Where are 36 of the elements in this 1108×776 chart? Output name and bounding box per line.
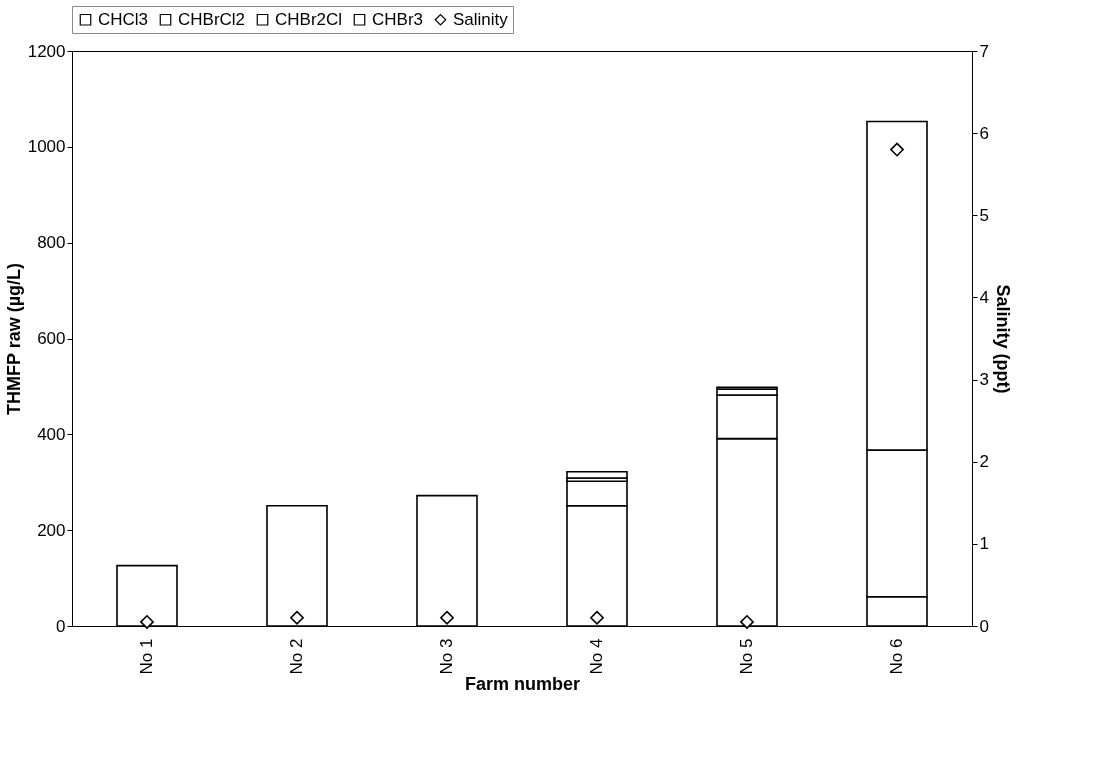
- y-tick-label: 600: [37, 329, 66, 348]
- y-tick-label: 200: [37, 520, 66, 540]
- point: [140, 614, 154, 629]
- x-tick-label: No 5: [737, 638, 756, 675]
- y2-tick-label: 3: [979, 370, 989, 390]
- y2-tick-label: 1: [979, 534, 989, 554]
- legend-label: CHBr2Cl: [275, 9, 343, 29]
- x-tick-label: No 1: [137, 638, 156, 675]
- point: [290, 610, 304, 625]
- y2-tick-label: 5: [979, 205, 989, 225]
- y2-axis-title: Salinity (ppt): [992, 284, 1013, 394]
- y2-tick-label: 0: [979, 616, 989, 636]
- y-tick-label: 1200: [27, 41, 66, 61]
- x-tick-label: No 3: [437, 638, 456, 675]
- x-tick-label: No 4: [587, 638, 606, 675]
- x-tick-label: No 2: [287, 638, 306, 675]
- y-tick-label: 1000: [27, 137, 66, 157]
- y2-tick-label: 6: [979, 123, 989, 143]
- x-tick-label: No 6: [887, 638, 906, 675]
- legend-label: CHBr3: [372, 9, 424, 29]
- legend-label: CHBrCl2: [178, 9, 246, 29]
- x-axis-title: Farm number: [464, 674, 581, 695]
- point: [740, 614, 754, 629]
- y2-tick-label: 7: [979, 41, 989, 61]
- y-tick-label: 0: [56, 616, 66, 636]
- y-tick-label: 800: [37, 233, 66, 253]
- y2-tick-label: 4: [979, 287, 989, 307]
- y2-tick-label: 2: [979, 452, 989, 472]
- point: [440, 610, 454, 625]
- point: [890, 142, 904, 157]
- legend-label: Salinity: [453, 9, 509, 29]
- point: [590, 610, 604, 625]
- bar: [566, 470, 628, 479]
- y-tick-label: 400: [37, 424, 66, 444]
- legend-label: CHCl3: [98, 9, 149, 29]
- y-axis-title: THMFP raw (µg/L): [3, 262, 24, 416]
